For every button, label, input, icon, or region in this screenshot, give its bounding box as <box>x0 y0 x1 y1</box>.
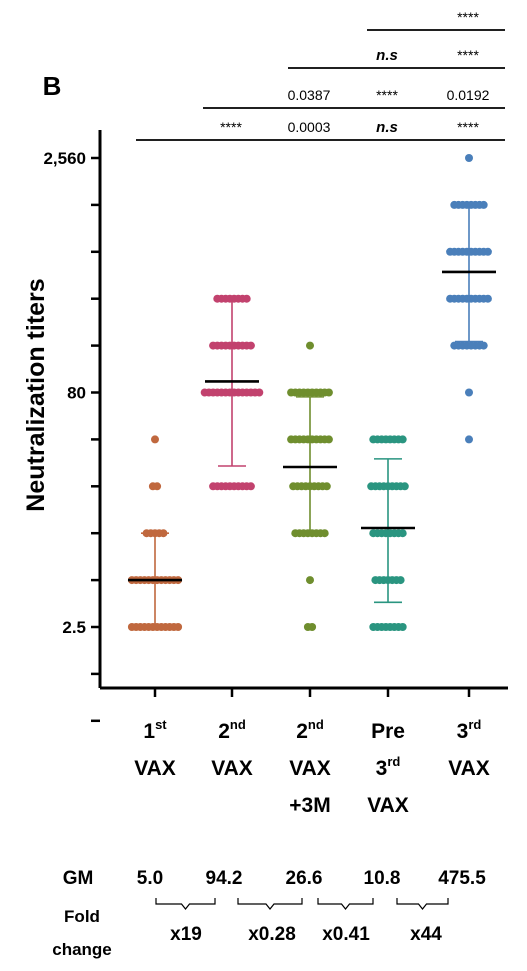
data-point <box>174 623 183 631</box>
y-tick-label: 2,560 <box>43 149 86 168</box>
data-point <box>308 623 317 631</box>
x-category-label-text: VAX <box>211 757 253 780</box>
data-point <box>479 200 488 209</box>
x-category-label-text: VAX <box>367 794 409 817</box>
x-category-label-superscript: rd <box>468 717 481 732</box>
comparison-label: n.s <box>376 119 398 136</box>
data-point <box>398 623 407 631</box>
data-point <box>483 294 492 303</box>
x-category-label-superscript: nd <box>308 717 324 732</box>
data-point <box>465 154 473 162</box>
x-category-label-text: 2 <box>218 720 230 743</box>
x-category-label: VAX <box>367 794 409 817</box>
x-category-label-text: 2 <box>296 720 308 743</box>
y-axis-label: Neutralization titers <box>22 278 50 511</box>
x-category-label-text: Pre <box>371 720 405 743</box>
fold-change-value: x0.41 <box>322 924 370 945</box>
data-point <box>151 435 159 444</box>
data-point <box>465 435 473 444</box>
data-point <box>242 294 251 303</box>
x-category-label: VAX <box>211 757 253 780</box>
x-category-label: 2nd <box>218 717 246 743</box>
data-point <box>324 435 333 444</box>
data-point <box>322 482 331 491</box>
comparison-label: n.s <box>376 47 398 64</box>
x-category-label-text: 3 <box>376 757 388 780</box>
fold-label: Fold <box>64 907 100 926</box>
x-category-label: VAX <box>289 757 331 780</box>
fold-change-brace <box>155 898 216 910</box>
comparison-label: **** <box>457 119 479 135</box>
fold-change-value: x0.28 <box>248 924 296 945</box>
data-point <box>246 482 255 491</box>
comparison-label: **** <box>457 47 479 63</box>
x-category-label-text: 1 <box>143 720 155 743</box>
data-point <box>255 388 264 397</box>
x-category-label: 1st <box>143 717 167 743</box>
x-category-label-text: 3 <box>457 720 469 743</box>
comparison-label: 0.0192 <box>447 87 490 103</box>
x-category-label: VAX <box>134 757 176 780</box>
data-point <box>324 388 333 397</box>
data-point <box>400 482 409 491</box>
data-point <box>479 341 488 350</box>
fold-change-value: x44 <box>410 924 442 945</box>
x-category-label-superscript: rd <box>387 754 400 769</box>
comparison-label: 0.0003 <box>288 119 331 135</box>
x-category-label-superscript: nd <box>230 717 246 732</box>
gm-value: 5.0 <box>137 868 163 889</box>
x-category-label: +3M <box>289 794 330 817</box>
comparison-label: **** <box>457 9 479 25</box>
data-point <box>306 341 314 350</box>
comparison-label: 0.0387 <box>288 87 331 103</box>
data-point <box>320 529 329 538</box>
gm-value: 26.6 <box>286 868 323 889</box>
y-tick-label: 2.5 <box>62 618 86 637</box>
x-category-label-text: VAX <box>134 757 176 780</box>
data-point <box>398 529 407 538</box>
fold-change-value: x19 <box>170 924 202 945</box>
data-point <box>398 435 407 444</box>
x-category-label: 3rd <box>376 754 401 780</box>
data-point <box>465 388 473 397</box>
x-category-label: VAX <box>448 757 490 780</box>
fold-label: change <box>52 940 112 959</box>
data-point <box>396 576 405 585</box>
gm-value: 94.2 <box>206 868 243 889</box>
data-point <box>483 247 492 256</box>
fold-change-brace <box>237 898 303 910</box>
fold-change-brace <box>317 898 374 910</box>
data-point <box>153 482 162 491</box>
comparison-label: **** <box>220 119 242 135</box>
x-category-label-text: VAX <box>448 757 490 780</box>
x-category-label-superscript: st <box>155 717 167 732</box>
y-tick-label: 80 <box>67 384 86 403</box>
data-point <box>246 341 255 350</box>
gm-value: 475.5 <box>438 868 486 889</box>
x-category-label-text: +3M <box>289 794 330 817</box>
x-category-label-text: VAX <box>289 757 331 780</box>
x-category-label: Pre <box>371 720 405 743</box>
gm-label: GM <box>63 868 94 889</box>
x-category-label: 3rd <box>457 717 482 743</box>
comparison-label: **** <box>376 87 398 103</box>
fold-change-brace <box>396 898 449 910</box>
x-category-label: 2nd <box>296 717 324 743</box>
panel-label: B <box>43 71 62 101</box>
gm-value: 10.8 <box>364 868 401 889</box>
data-point <box>306 576 314 585</box>
